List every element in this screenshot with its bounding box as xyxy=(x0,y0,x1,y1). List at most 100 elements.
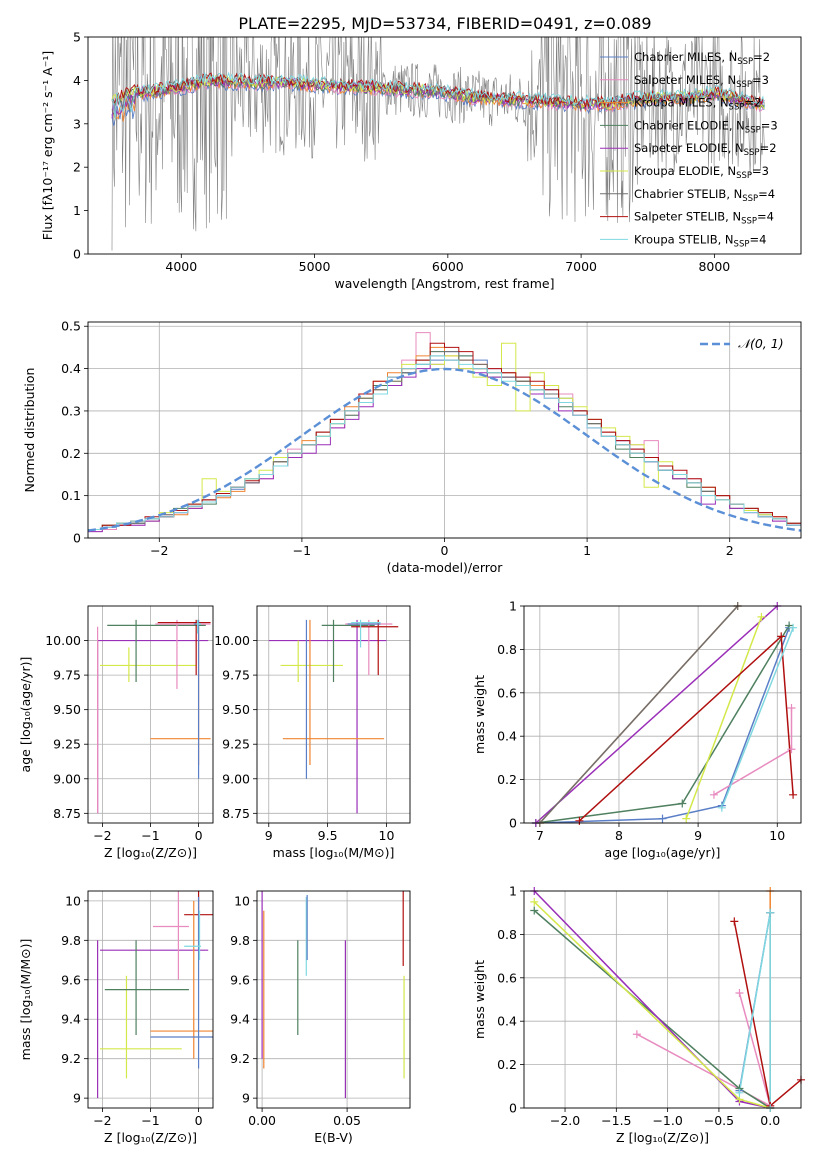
axes-frame xyxy=(87,890,214,1109)
y-tick-label: 0.4 xyxy=(497,1014,517,1029)
y-tick-label: 9.25 xyxy=(53,737,81,752)
weight-line xyxy=(535,627,790,823)
y-tick-label: 4 xyxy=(73,73,81,88)
chart-weight-vs-Z: −2.0 −1.5 −1.0 −0.5 0.0 0 0.2 0.4 0.6 0.8 1 Z [log₁… xyxy=(472,884,805,1145)
y-tick-label: 9.00 xyxy=(222,771,250,786)
y-tick-label: 0.4 xyxy=(497,729,517,744)
weight-marker xyxy=(658,814,667,823)
x-tick-label: 10 xyxy=(379,828,395,843)
y-tick-label: 9.8 xyxy=(230,933,250,948)
x-tick-label: 4000 xyxy=(165,259,197,274)
y-tick-label: 0 xyxy=(509,1101,517,1116)
weight-marker xyxy=(787,703,796,712)
chart-weight-vs-age: 7 8 9 10 0 0.2 0.4 0.6 0.8 1 age [log₁₀(age/yr)] ma… xyxy=(472,599,802,860)
chart-spectrum: 4000 5000 6000 7000 8000 0 1 2 3 4 5 wavelength [An… xyxy=(40,30,802,291)
chart-residuals: −2 −1 0 1 2 0 0.1 0.2 0.3 0.4 0.5 (data-model)/erro… xyxy=(22,319,802,575)
weight-line xyxy=(535,606,778,823)
weight-marker xyxy=(717,803,726,812)
y-tick-label: 8.75 xyxy=(53,806,81,821)
x-tick-label: −2 xyxy=(150,543,168,558)
y-tick-label: 9.2 xyxy=(230,1051,250,1066)
chart-mass-vs-Z: −2 −1 0 9 9.2 9.4 9.6 9.8 10 Z [log₁₀(Z/Z⊙)] mass … xyxy=(18,890,214,1145)
y-tick-label: 0.3 xyxy=(61,403,81,418)
y-axis-label: mass [log₁₀(M/M⊙)] xyxy=(18,939,33,1061)
weight-marker xyxy=(632,1030,641,1039)
weight-line xyxy=(685,616,763,819)
weight-marker xyxy=(789,623,798,632)
x-tick-label: 0 xyxy=(441,543,449,558)
y-tick-label: 0 xyxy=(73,247,81,262)
x-tick-label: 2 xyxy=(726,543,734,558)
y-tick-label: 9.25 xyxy=(222,737,250,752)
y-tick-label: 9.8 xyxy=(61,933,81,948)
x-tick-label: −0.5 xyxy=(704,1113,734,1128)
weight-marker xyxy=(735,988,744,997)
y-axis-label: mass weight xyxy=(472,675,487,754)
x-tick-label: 7000 xyxy=(565,259,597,274)
weight-line xyxy=(533,909,771,1108)
x-tick-label: −1 xyxy=(293,543,311,558)
y-tick-label: 0 xyxy=(509,816,517,831)
axes-frame xyxy=(87,605,214,824)
y-axis-label: age [log₁₀(age/yr)] xyxy=(18,657,33,773)
weight-line xyxy=(539,606,739,823)
legend-label: Salpeter MILES, NSSP=3 xyxy=(634,73,769,90)
x-axis-label: mass [log₁₀(M/M⊙)] xyxy=(273,845,395,860)
y-axis-label: Normed distribution xyxy=(22,368,37,493)
y-tick-label: 10.00 xyxy=(45,633,81,648)
y-tick-label: 5 xyxy=(73,30,81,45)
weight-line xyxy=(636,992,772,1108)
x-axis-label: wavelength [Angstrom, rest frame] xyxy=(334,276,554,291)
weight-marker xyxy=(575,816,584,825)
axes-frame xyxy=(523,605,802,824)
age-vs-Z-plot-area xyxy=(97,619,211,814)
y-tick-label: 0.2 xyxy=(497,1057,517,1072)
x-axis-label: Z [log₁₀(Z/Z⊙)] xyxy=(104,845,197,860)
x-tick-label: 7 xyxy=(536,828,544,843)
y-tick-label: 9.50 xyxy=(53,702,81,717)
y-tick-label: 0.2 xyxy=(61,446,81,461)
y-tick-label: 1 xyxy=(509,599,517,614)
weight-marker xyxy=(777,632,786,641)
model-spectrum-line xyxy=(111,73,765,115)
y-tick-label: 1 xyxy=(509,884,517,899)
x-tick-label: −1.5 xyxy=(601,1113,631,1128)
y-tick-label: 10 xyxy=(234,893,250,908)
x-tick-label: 9.5 xyxy=(318,828,338,843)
legend-label: Salpeter ELODIE, NSSP=2 xyxy=(634,141,777,158)
x-tick-label: 0 xyxy=(195,1113,203,1128)
y-tick-label: 9.50 xyxy=(222,702,250,717)
x-tick-label: 6000 xyxy=(432,259,464,274)
x-tick-label: −1.0 xyxy=(652,1113,682,1128)
weight-marker xyxy=(789,790,798,799)
y-tick-label: 9.6 xyxy=(61,972,81,987)
x-axis-label: age [log₁₀(age/yr)] xyxy=(605,845,721,860)
legend-label: Kroupa ELODIE, NSSP=3 xyxy=(634,164,769,181)
weight-marker xyxy=(766,908,775,917)
y-tick-label: 9.4 xyxy=(230,1012,250,1027)
y-tick-label: 10.00 xyxy=(214,633,250,648)
model-spectrum-line xyxy=(111,71,765,120)
y-axis-label: mass weight xyxy=(472,960,487,1039)
y-tick-label: 0.6 xyxy=(497,970,517,985)
legend-label: Chabrier STELIB, NSSP=4 xyxy=(634,187,775,204)
weight-line xyxy=(713,708,793,796)
axes-frame xyxy=(87,321,802,539)
axes-frame xyxy=(256,890,411,1109)
weight-marker xyxy=(787,745,796,754)
y-tick-label: 9.75 xyxy=(53,668,81,683)
y-tick-label: 9 xyxy=(242,1091,250,1106)
weight-marker xyxy=(678,799,687,808)
x-tick-label: 9 xyxy=(265,828,273,843)
residuals-plot-area xyxy=(88,332,801,538)
x-tick-label: 8000 xyxy=(698,259,730,274)
legend-label: Kroupa STELIB, NSSP=4 xyxy=(634,232,766,249)
x-tick-label: −2.0 xyxy=(550,1113,580,1128)
y-tick-label: 9.4 xyxy=(61,1012,81,1027)
figure-title: PLATE=2295, MJD=53734, FIBERID=0491, z=0… xyxy=(238,14,651,33)
legend-label: Chabrier ELODIE, NSSP=3 xyxy=(634,118,778,135)
x-axis-label: Z [log₁₀(Z/Z⊙)] xyxy=(104,1130,197,1145)
x-tick-label: 9 xyxy=(694,828,702,843)
y-tick-label: 0.1 xyxy=(61,488,81,503)
